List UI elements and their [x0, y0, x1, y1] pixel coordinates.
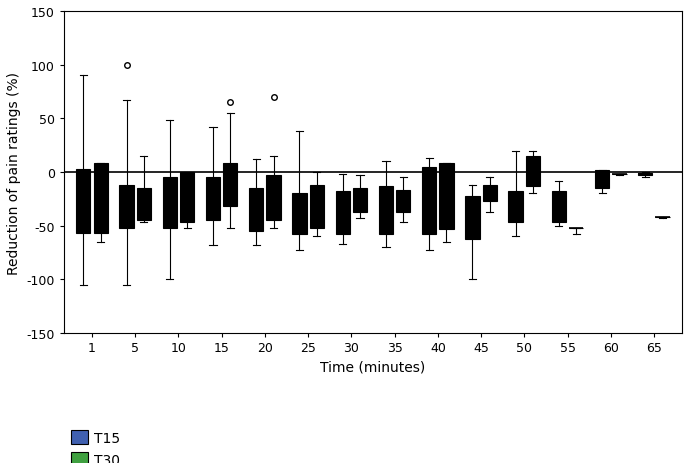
PathPatch shape	[336, 192, 350, 235]
PathPatch shape	[163, 178, 177, 228]
Legend: T15, T30: T15, T30	[71, 430, 121, 463]
PathPatch shape	[119, 186, 134, 228]
PathPatch shape	[595, 170, 609, 189]
PathPatch shape	[482, 186, 497, 201]
PathPatch shape	[353, 189, 367, 212]
PathPatch shape	[292, 194, 307, 235]
PathPatch shape	[309, 186, 324, 228]
PathPatch shape	[136, 189, 151, 221]
X-axis label: Time (minutes): Time (minutes)	[320, 360, 426, 374]
PathPatch shape	[206, 178, 220, 221]
PathPatch shape	[267, 176, 280, 221]
PathPatch shape	[422, 167, 436, 235]
PathPatch shape	[465, 196, 480, 239]
PathPatch shape	[180, 173, 194, 223]
PathPatch shape	[440, 164, 453, 230]
PathPatch shape	[508, 192, 523, 223]
PathPatch shape	[638, 174, 652, 176]
Y-axis label: Reduction of pain ratings (%): Reduction of pain ratings (%)	[7, 71, 21, 274]
PathPatch shape	[94, 164, 107, 234]
PathPatch shape	[249, 189, 263, 232]
PathPatch shape	[396, 191, 411, 212]
PathPatch shape	[552, 192, 566, 223]
PathPatch shape	[379, 187, 393, 235]
PathPatch shape	[76, 169, 90, 234]
PathPatch shape	[223, 164, 238, 207]
PathPatch shape	[526, 156, 540, 187]
